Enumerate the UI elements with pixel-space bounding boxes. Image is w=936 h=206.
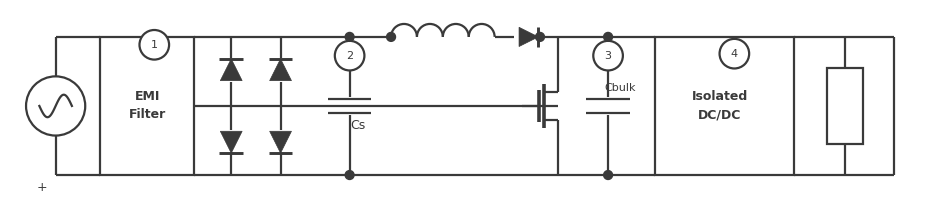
Circle shape	[387, 33, 396, 41]
Text: Isolated
DC/DC: Isolated DC/DC	[692, 90, 748, 122]
Text: EMI
Filter: EMI Filter	[129, 90, 166, 122]
Text: Cs: Cs	[350, 119, 365, 132]
Circle shape	[345, 171, 354, 179]
Text: 2: 2	[346, 51, 353, 61]
Text: +: +	[37, 181, 47, 194]
Bar	[100, 37, 194, 175]
Circle shape	[593, 41, 622, 70]
Circle shape	[335, 41, 364, 70]
Text: 4: 4	[731, 49, 738, 59]
Circle shape	[604, 33, 612, 41]
Circle shape	[139, 30, 169, 60]
Polygon shape	[519, 27, 538, 47]
Bar	[827, 68, 863, 144]
Text: 3: 3	[605, 51, 611, 61]
Polygon shape	[270, 131, 291, 153]
Circle shape	[345, 33, 354, 41]
Polygon shape	[220, 131, 242, 153]
Polygon shape	[220, 59, 242, 81]
Text: Cbulk: Cbulk	[604, 83, 636, 93]
Circle shape	[535, 33, 545, 41]
Polygon shape	[270, 59, 291, 81]
Bar	[655, 37, 794, 175]
Circle shape	[720, 39, 749, 68]
Circle shape	[604, 171, 612, 179]
Text: 1: 1	[151, 40, 158, 50]
Circle shape	[26, 76, 85, 136]
